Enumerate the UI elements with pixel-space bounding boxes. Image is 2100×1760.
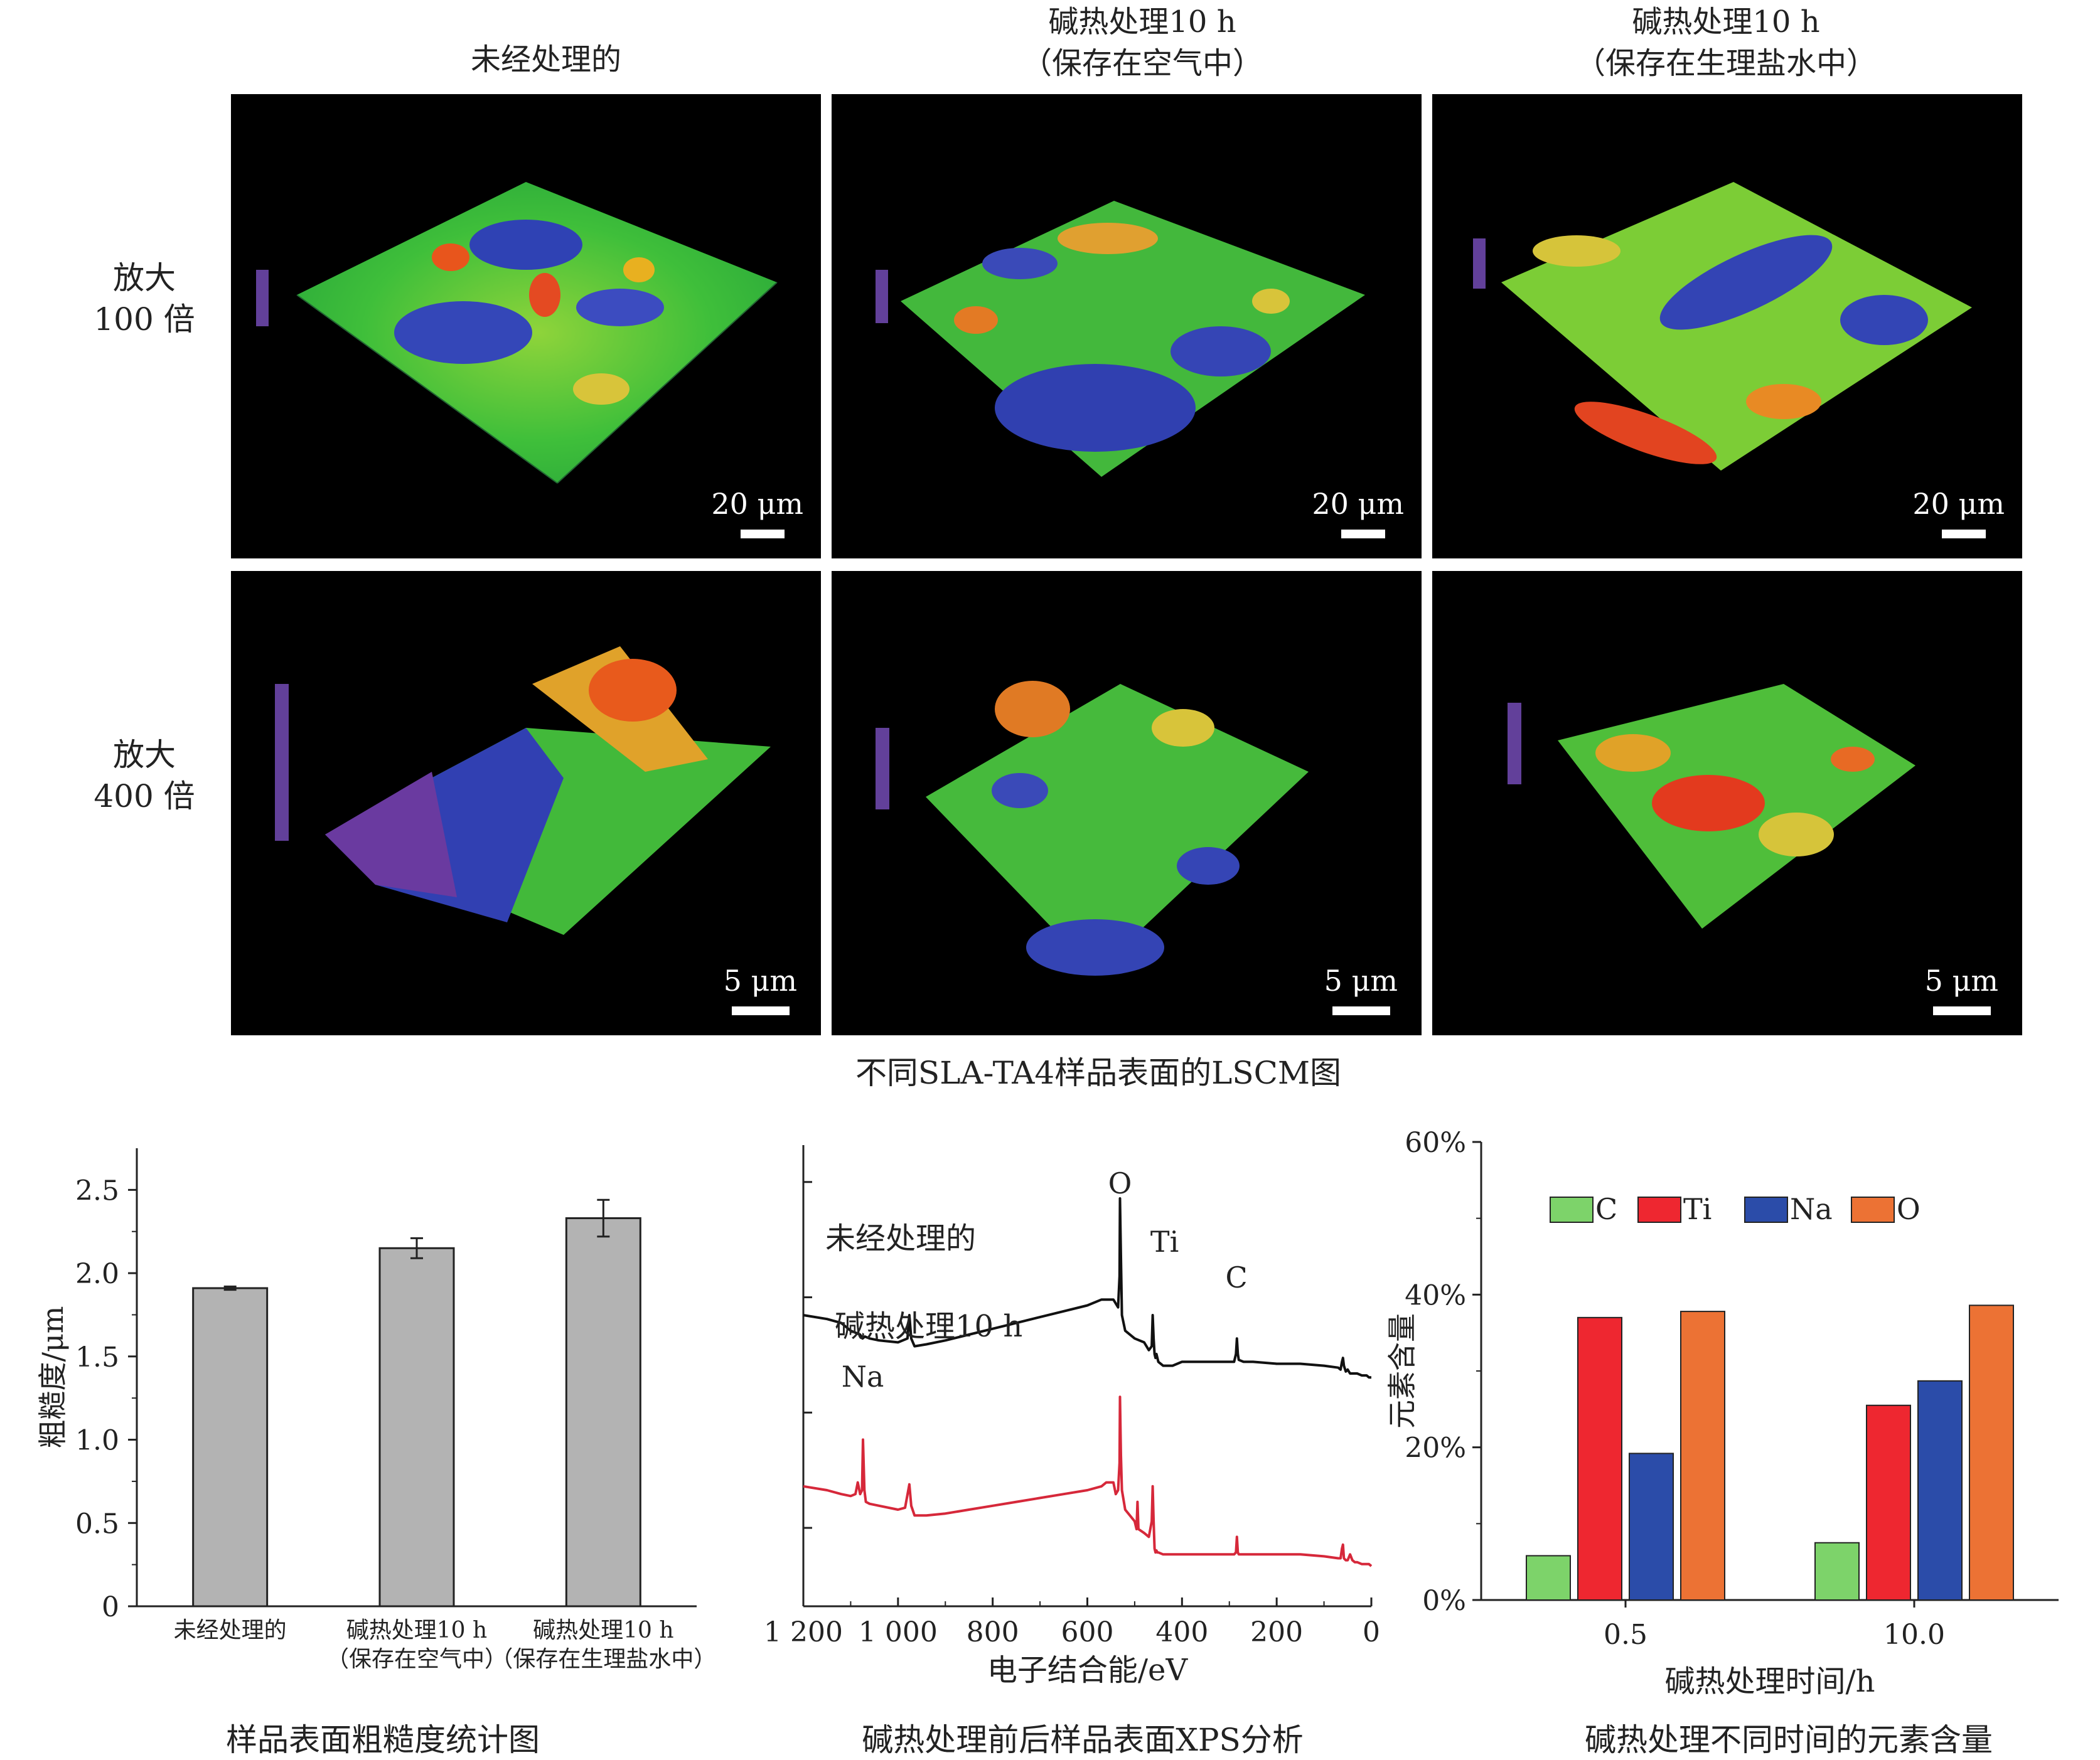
legend-swatch	[1550, 1197, 1594, 1223]
bar	[1866, 1404, 1911, 1601]
bar	[565, 1217, 641, 1608]
lscm-panel-air-400x: 5 μm	[832, 571, 1422, 1035]
scale-bar-label: 20 μm	[1912, 487, 2005, 521]
lscm-surface-image	[1508, 684, 1915, 929]
x-category-label: （保存在空气中）	[326, 1646, 507, 1672]
y-tick-label: 1.5	[75, 1341, 119, 1373]
column-title-line: 碱热处理10 h （保存在生理盐水中）	[1575, 4, 1877, 81]
lscm-caption: 不同SLA-TA4样品表面的LSCM图	[855, 1055, 1342, 1091]
series-label-treated: 碱热处理10 h	[835, 1309, 1022, 1344]
lscm-panel-saline-100x: 20 μm	[1432, 94, 2022, 558]
x-category-label: 碱热处理10 h	[346, 1618, 487, 1643]
lscm-surface-image	[256, 182, 778, 484]
column-title-saline: 碱热处理10 h （保存在生理盐水中）	[1412, 1, 2040, 89]
scale-bar	[1933, 1006, 1991, 1015]
scale-bar-label: 5 μm	[1324, 964, 1398, 998]
chart-title: 样品表面粗糙度统计图	[226, 1722, 540, 1757]
y-axis-label: 粗糙度/μm	[36, 1306, 70, 1448]
y-tick-label: 0	[102, 1591, 119, 1623]
row-label-text: 放大 400 倍	[94, 737, 195, 814]
x-category-label: （保存在生理盐水中）	[490, 1646, 716, 1672]
x-tick-label: 1 000	[859, 1616, 938, 1648]
legend-label: Ti	[1683, 1192, 1712, 1226]
bar	[1917, 1380, 1963, 1601]
scale-bar	[1341, 530, 1385, 538]
element-content-chart: 0% 20% 40% 60% 元素含量 0.5 10.0 碱热处理时间/h C Ti Na O 碱热处理…	[1381, 1123, 2100, 1758]
x-tick-label: 600	[1061, 1616, 1114, 1648]
x-tick-label: 400	[1155, 1616, 1208, 1648]
bar	[1814, 1542, 1860, 1601]
lscm-panel-air-100x: 20 μm	[832, 94, 1422, 558]
scale-bar-label: 20 μm	[711, 487, 803, 521]
legend-swatch	[1637, 1197, 1681, 1223]
chart-title: 碱热处理前后样品表面XPS分析	[862, 1722, 1304, 1757]
x-category-label: 10.0	[1883, 1619, 1945, 1651]
x-tick-label: 0	[1363, 1616, 1380, 1648]
x-tick-label: 800	[967, 1616, 1019, 1648]
column-title-line: 未经处理的	[470, 42, 621, 77]
peak-label-ti: Ti	[1150, 1225, 1179, 1259]
row-label-400x: 放大 400 倍	[69, 734, 220, 817]
lscm-surface-image	[275, 646, 771, 935]
xps-chart-svg: 1 200 1 000 800 600 400 200 0 电子结合能/eV 未经处理的碱热处理…	[764, 1145, 1380, 1758]
legend-label: Na	[1790, 1192, 1833, 1226]
y-tick-label: 0.5	[75, 1508, 119, 1540]
column-title-air: 碱热处理10 h （保存在空气中）	[828, 1, 1456, 89]
lscm-surface-image	[876, 681, 1309, 976]
xps-chart: 1 200 1 000 800 600 400 200 0 电子结合能/eV 未经处理的碱热处理…	[722, 1123, 1412, 1758]
series-label-untreated: 未经处理的	[825, 1221, 976, 1256]
legend-label: O	[1897, 1192, 1921, 1226]
legend-label: C	[1595, 1192, 1617, 1226]
y-tick-label: 2.5	[75, 1175, 119, 1207]
lscm-panel-saline-400x: 5 μm	[1432, 571, 2022, 1035]
scale-bar-label: 5 μm	[723, 964, 797, 998]
roughness-chart: 0 0.5 1.0 1.5 2.0 2.5 粗糙度/μm 未经处理的 碱热处理10 h （保存在空…	[0, 1123, 766, 1758]
y-axis-label: 元素含量	[1385, 1313, 1419, 1429]
lscm-panel-untreated-100x: 20 μm	[231, 94, 821, 558]
lscm-surface-image	[1473, 182, 1972, 471]
x-tick-label: 1 200	[764, 1616, 843, 1648]
bar	[1526, 1555, 1571, 1601]
scale-bar-label: 20 μm	[1312, 487, 1404, 521]
lscm-surface-image	[876, 201, 1365, 477]
bar	[1629, 1453, 1674, 1601]
peak-label-c: C	[1225, 1261, 1247, 1294]
series-line	[803, 1395, 1373, 1567]
scale-bar	[732, 1006, 790, 1015]
peak-label-o: O	[1108, 1166, 1132, 1200]
lscm-panel-untreated-400x: 5 μm	[231, 571, 821, 1035]
x-category-label: 未经处理的	[174, 1618, 287, 1643]
legend-swatch	[1851, 1197, 1895, 1223]
bar	[378, 1247, 455, 1608]
y-tick-label: 60%	[1405, 1127, 1466, 1159]
scale-bar	[741, 530, 785, 538]
bar	[1969, 1304, 2014, 1601]
legend-swatch	[1744, 1197, 1788, 1223]
column-title-line: 碱热处理10 h （保存在空气中）	[1021, 4, 1263, 81]
y-tick-label: 40%	[1405, 1279, 1466, 1311]
x-axis-label: 碱热处理时间/h	[1664, 1664, 1875, 1699]
bar	[1680, 1311, 1725, 1601]
bar	[192, 1287, 269, 1608]
row-label-100x: 放大 100 倍	[69, 257, 220, 340]
scale-bar	[1942, 530, 1986, 538]
x-category-label: 0.5	[1604, 1619, 1647, 1651]
column-title-untreated: 未经处理的	[232, 39, 860, 127]
chart-title: 碱热处理不同时间的元素含量	[1585, 1722, 1993, 1757]
x-axis-label: 电子结合能/eV	[987, 1653, 1189, 1688]
y-tick-label: 2.0	[75, 1258, 119, 1290]
y-tick-label: 0%	[1422, 1585, 1466, 1617]
peak-label-na: Na	[842, 1360, 884, 1394]
y-tick-label: 1.0	[75, 1425, 119, 1457]
bar	[1577, 1316, 1622, 1601]
x-category-label: 碱热处理10 h	[533, 1618, 673, 1643]
scale-bar-label: 5 μm	[1924, 964, 1998, 998]
series-line	[803, 1197, 1371, 1379]
roughness-chart-svg: 0 0.5 1.0 1.5 2.0 2.5 粗糙度/μm 未经处理的 碱热处理10 h （保存在空…	[36, 1148, 716, 1758]
y-tick-label: 20%	[1405, 1432, 1466, 1464]
row-label-text: 放大 100 倍	[94, 260, 195, 338]
scale-bar	[1332, 1006, 1390, 1015]
x-tick-label: 200	[1250, 1616, 1303, 1648]
